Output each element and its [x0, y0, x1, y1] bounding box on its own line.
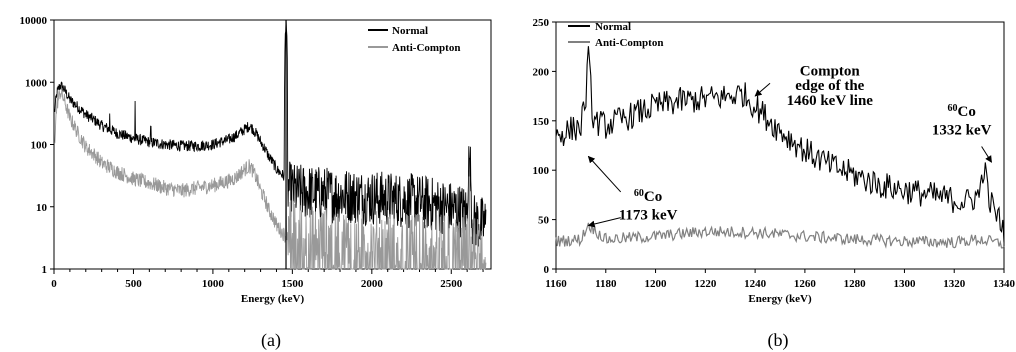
x-axis-label: Energy (keV) [241, 293, 305, 305]
series-line-normal [555, 46, 1005, 243]
x-tick-label: 1260 [794, 278, 817, 290]
series-line-normal [54, 19, 487, 247]
annotation-arrow [587, 217, 621, 228]
x-tick-label: 1000 [202, 278, 225, 290]
legend-label: Anti-Compton [392, 42, 460, 54]
y-tick-label: 1000 [25, 77, 48, 89]
series-line-anti-compton [555, 222, 1005, 249]
y-tick-label: 250 [533, 17, 550, 29]
x-tick-label: 1200 [645, 278, 668, 290]
annotation-text: 1460 keV line [787, 93, 874, 109]
x-axis-label: Energy (keV) [748, 293, 812, 305]
panel-a-caption: (a) [261, 330, 281, 351]
x-tick-label: 1180 [595, 278, 617, 290]
y-tick-label: 200 [533, 66, 550, 78]
x-tick-label: 1220 [694, 278, 717, 290]
legend-box [362, 22, 482, 60]
annotation-text: 60Co [634, 187, 662, 205]
panel-b: 0 50 100 150 200 250 1160 1180 1200 1220 1240 1260 1… [533, 17, 1016, 305]
legend-label: Anti-Compton [595, 37, 663, 49]
x-tick-label: 1160 [545, 278, 567, 290]
x-tick-label: 1240 [744, 278, 767, 290]
panel-b-caption: (b) [768, 330, 789, 351]
x-tick-label: 2000 [361, 278, 384, 290]
y-tick-label: 1 [42, 264, 48, 276]
x-tick-label: 1320 [943, 278, 966, 290]
y-tick-label: 10000 [20, 15, 48, 27]
x-tick-label: 1280 [844, 278, 867, 290]
annotation-text: edge of the [795, 78, 864, 94]
annotation-text: Compton [800, 63, 861, 79]
y-tick-label: 10 [36, 202, 48, 214]
legend-label: Normal [392, 25, 428, 37]
annotation-arrow [587, 155, 622, 193]
y-tick-label: 50 [538, 215, 550, 227]
x-tick-label: 500 [125, 278, 142, 290]
annotation-text: 1332 keV [932, 123, 992, 139]
x-tick-label: 1300 [893, 278, 916, 290]
y-tick-label: 100 [533, 165, 550, 177]
y-tick-label: 0 [544, 264, 550, 276]
x-tick-label: 0 [51, 278, 57, 290]
x-tick-label: 1340 [993, 278, 1016, 290]
annotation-text: 1173 keV [619, 208, 678, 224]
x-tick-label: 1500 [281, 278, 304, 290]
y-tick-label: 150 [533, 116, 550, 128]
plot-frame [555, 21, 1005, 270]
annotation-text: 60Co [948, 102, 976, 120]
annotation-arrow [981, 146, 992, 163]
x-tick-label: 2500 [440, 278, 463, 290]
series-line-anti-compton [54, 88, 487, 271]
panel-a: 1 10 100 1000 10000 0 500 1000 1500 2000 2500 Energ… [20, 15, 492, 305]
legend-label: Normal [595, 21, 631, 33]
annotation-arrow [754, 82, 771, 97]
y-tick-label: 100 [31, 140, 48, 152]
